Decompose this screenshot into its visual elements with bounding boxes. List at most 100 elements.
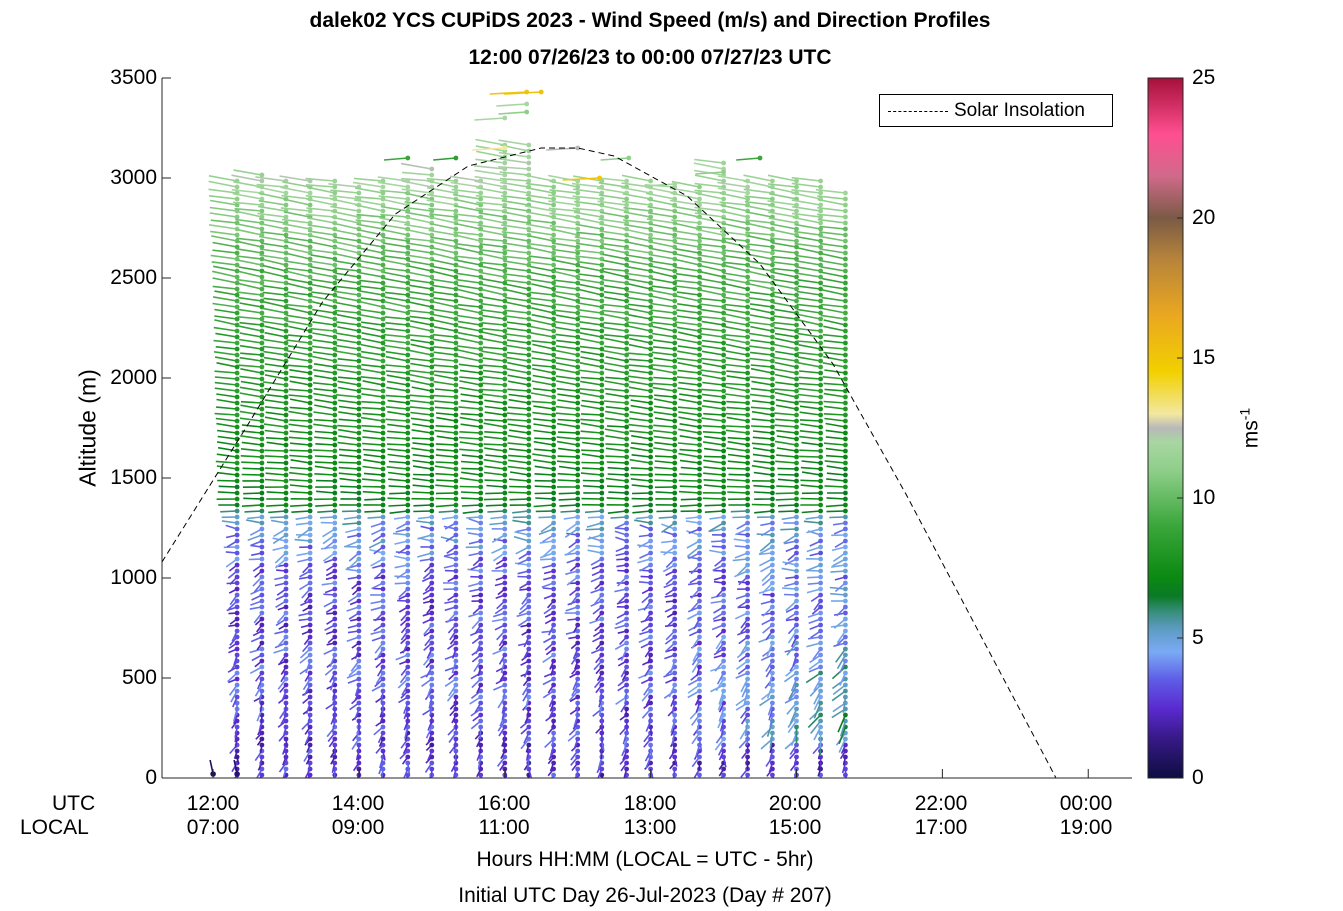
wind-barb-point bbox=[551, 622, 556, 628]
wind-barb-line bbox=[338, 386, 360, 392]
wind-barb-line bbox=[805, 672, 822, 684]
wind-barb-point bbox=[332, 688, 338, 694]
wind-barb-point bbox=[648, 628, 653, 634]
wind-barb-line bbox=[577, 315, 602, 320]
wind-barb-line bbox=[289, 478, 311, 482]
wind-barb-line bbox=[264, 449, 287, 452]
wind-barb-line bbox=[767, 186, 797, 194]
wind-barb-point bbox=[380, 442, 386, 448]
wind-barb-point bbox=[599, 262, 605, 268]
wind-barb-point bbox=[624, 676, 629, 682]
wind-barb-point bbox=[818, 460, 823, 466]
wind-barb-point bbox=[721, 604, 726, 610]
wind-barb-point bbox=[599, 298, 605, 304]
wind-barb-line bbox=[507, 434, 529, 440]
wind-barb-line bbox=[466, 516, 481, 519]
wind-barb-point bbox=[332, 322, 338, 328]
wind-barb-point bbox=[453, 424, 459, 430]
wind-barb-line bbox=[433, 370, 456, 374]
wind-barb-line bbox=[531, 350, 554, 356]
wind-barb-point bbox=[721, 412, 726, 418]
wind-barb-point bbox=[721, 508, 726, 514]
wind-barb-line bbox=[211, 235, 238, 242]
wind-barb-point bbox=[818, 448, 823, 454]
wind-barb-line bbox=[800, 484, 821, 488]
wind-barb-point bbox=[380, 562, 386, 568]
wind-barb-line bbox=[675, 321, 700, 326]
wind-barb-line bbox=[525, 186, 554, 194]
wind-barb-point bbox=[307, 424, 313, 430]
wind-barb-line bbox=[503, 260, 529, 266]
wind-barb-point bbox=[405, 688, 411, 694]
wind-barb-line bbox=[233, 180, 263, 188]
wind-barb-point bbox=[551, 286, 556, 292]
wind-barb-point bbox=[624, 490, 629, 496]
wind-barb-line bbox=[363, 453, 384, 458]
wind-barb-point bbox=[234, 592, 240, 598]
wind-barb-line bbox=[360, 387, 384, 392]
wind-barb-point bbox=[624, 580, 629, 586]
wind-barb-point bbox=[818, 532, 823, 538]
wind-barb-point bbox=[672, 280, 678, 286]
wind-barb-line bbox=[700, 369, 724, 374]
wind-barb-point bbox=[429, 520, 435, 526]
wind-barb-line bbox=[339, 454, 359, 458]
wind-barb-point bbox=[770, 352, 775, 358]
wind-barb-line bbox=[787, 630, 798, 644]
wind-barb-point bbox=[551, 424, 556, 430]
wind-barb-point bbox=[697, 334, 702, 340]
wind-barb-point bbox=[575, 514, 581, 520]
wind-barb-line bbox=[578, 273, 602, 278]
wind-barb-line bbox=[216, 393, 238, 398]
wind-barb-point bbox=[648, 346, 653, 352]
wind-barb-line bbox=[556, 380, 578, 386]
wind-barb-point bbox=[356, 622, 362, 628]
wind-barb-point bbox=[624, 682, 629, 688]
wind-barb-point bbox=[624, 616, 629, 622]
wind-barb-line bbox=[431, 278, 457, 284]
wind-barb-line bbox=[479, 243, 505, 248]
wind-barb-line bbox=[383, 344, 408, 350]
wind-barb-point bbox=[624, 604, 629, 610]
wind-barb-line bbox=[621, 174, 651, 182]
wind-barb-point bbox=[405, 610, 411, 616]
wind-barb-point bbox=[259, 340, 265, 346]
wind-barb-point bbox=[283, 346, 289, 352]
wind-barb-point bbox=[551, 508, 556, 514]
wind-barb-line bbox=[772, 301, 797, 308]
wind-barb-line bbox=[720, 204, 748, 212]
wind-barb-line bbox=[555, 368, 578, 374]
wind-barb-line bbox=[359, 308, 384, 314]
wind-barb-line bbox=[628, 364, 651, 368]
wind-barb-point bbox=[380, 340, 386, 346]
wind-barb-point bbox=[624, 376, 629, 382]
wind-barb-point bbox=[478, 610, 484, 616]
wind-barb-line bbox=[602, 259, 627, 266]
wind-barb-line bbox=[751, 503, 773, 506]
wind-barb-point bbox=[332, 538, 338, 544]
wind-barb-point bbox=[478, 658, 484, 664]
wind-barb-point bbox=[259, 292, 265, 298]
wind-barb-point bbox=[624, 514, 629, 520]
wind-barb-point bbox=[307, 448, 313, 454]
wind-barb-point bbox=[770, 670, 775, 676]
wind-barb-point bbox=[478, 646, 484, 652]
wind-barb-line bbox=[525, 223, 554, 230]
wind-barb-point bbox=[526, 694, 532, 700]
wind-barb-line bbox=[386, 374, 408, 380]
wind-barb-line bbox=[650, 295, 675, 302]
wind-barb-point bbox=[478, 724, 484, 730]
wind-barb-point bbox=[283, 526, 289, 532]
wind-barb-line bbox=[284, 236, 311, 242]
wind-barb-line bbox=[508, 478, 529, 482]
wind-barb-point bbox=[453, 316, 459, 322]
wind-barb-point bbox=[526, 574, 532, 580]
wind-barb-point bbox=[478, 550, 484, 556]
wind-barb-point bbox=[818, 334, 823, 340]
wind-barb-point bbox=[478, 448, 484, 454]
wind-barb-point bbox=[453, 382, 459, 388]
wind-barb-point bbox=[770, 700, 775, 706]
wind-barb-line bbox=[336, 332, 360, 338]
wind-barb-line bbox=[726, 478, 748, 482]
wind-barb-line bbox=[264, 406, 287, 410]
